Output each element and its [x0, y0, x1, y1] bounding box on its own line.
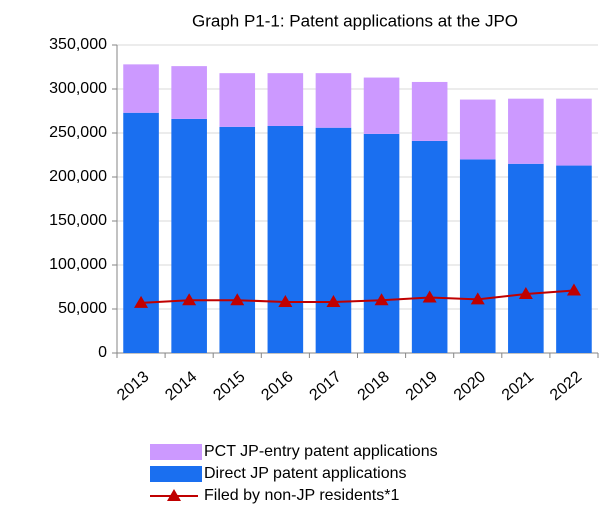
bar — [556, 98, 592, 166]
bar — [363, 77, 400, 134]
x-tick-label: 2014 — [162, 368, 200, 404]
line-marker — [566, 283, 581, 296]
legend-marker — [167, 489, 181, 501]
bar — [123, 112, 159, 353]
y-tick-label: 300,000 — [49, 80, 107, 97]
bar — [171, 66, 207, 119]
bar — [123, 64, 159, 113]
bar — [315, 127, 352, 353]
x-tick-label: 2015 — [210, 368, 248, 404]
bar — [363, 133, 400, 353]
legend-label: Direct JP patent applications — [204, 465, 406, 482]
bar — [411, 81, 448, 141]
bar — [315, 73, 352, 128]
line-marker — [182, 293, 197, 306]
line-marker — [326, 294, 341, 307]
x-tick-label: 2021 — [499, 368, 537, 404]
x-tick-label: 2013 — [114, 368, 152, 404]
y-tick-label: 0 — [98, 344, 107, 361]
y-tick-label: 350,000 — [49, 36, 107, 53]
y-tick-label: 50,000 — [58, 300, 107, 317]
legend-label: Filed by non-JP residents*1 — [204, 487, 399, 504]
bar — [219, 73, 256, 127]
bar — [508, 163, 544, 353]
legend-swatch — [150, 444, 202, 460]
legend-swatch — [150, 466, 202, 482]
bar — [508, 98, 544, 164]
bar — [219, 126, 256, 353]
bar — [267, 125, 304, 354]
line-marker — [374, 293, 389, 306]
line-marker — [278, 294, 293, 307]
bar — [556, 165, 592, 353]
x-tick-label: 2020 — [451, 368, 489, 404]
line-marker — [470, 292, 485, 305]
line-marker — [134, 295, 149, 308]
y-tick-label: 150,000 — [49, 212, 107, 229]
legend-label: PCT JP-entry patent applications — [204, 443, 438, 460]
bar — [171, 118, 207, 353]
y-tick-label: 250,000 — [49, 124, 107, 141]
y-tick-label: 200,000 — [49, 168, 107, 185]
x-tick-label: 2022 — [547, 368, 585, 404]
line-marker — [230, 293, 245, 306]
x-tick-label: 2019 — [403, 368, 441, 404]
line-marker — [422, 290, 437, 303]
x-tick-label: 2017 — [307, 368, 345, 404]
line-marker — [518, 287, 533, 300]
bar — [411, 140, 448, 353]
bar — [267, 73, 304, 126]
chart-title: Graph P1-1: Patent applications at the J… — [192, 11, 518, 30]
x-tick-label: 2018 — [355, 368, 393, 404]
bar — [459, 99, 496, 160]
x-tick-label: 2016 — [258, 368, 296, 404]
line — [140, 289, 575, 304]
y-tick-label: 100,000 — [49, 256, 107, 273]
bar — [459, 159, 496, 353]
